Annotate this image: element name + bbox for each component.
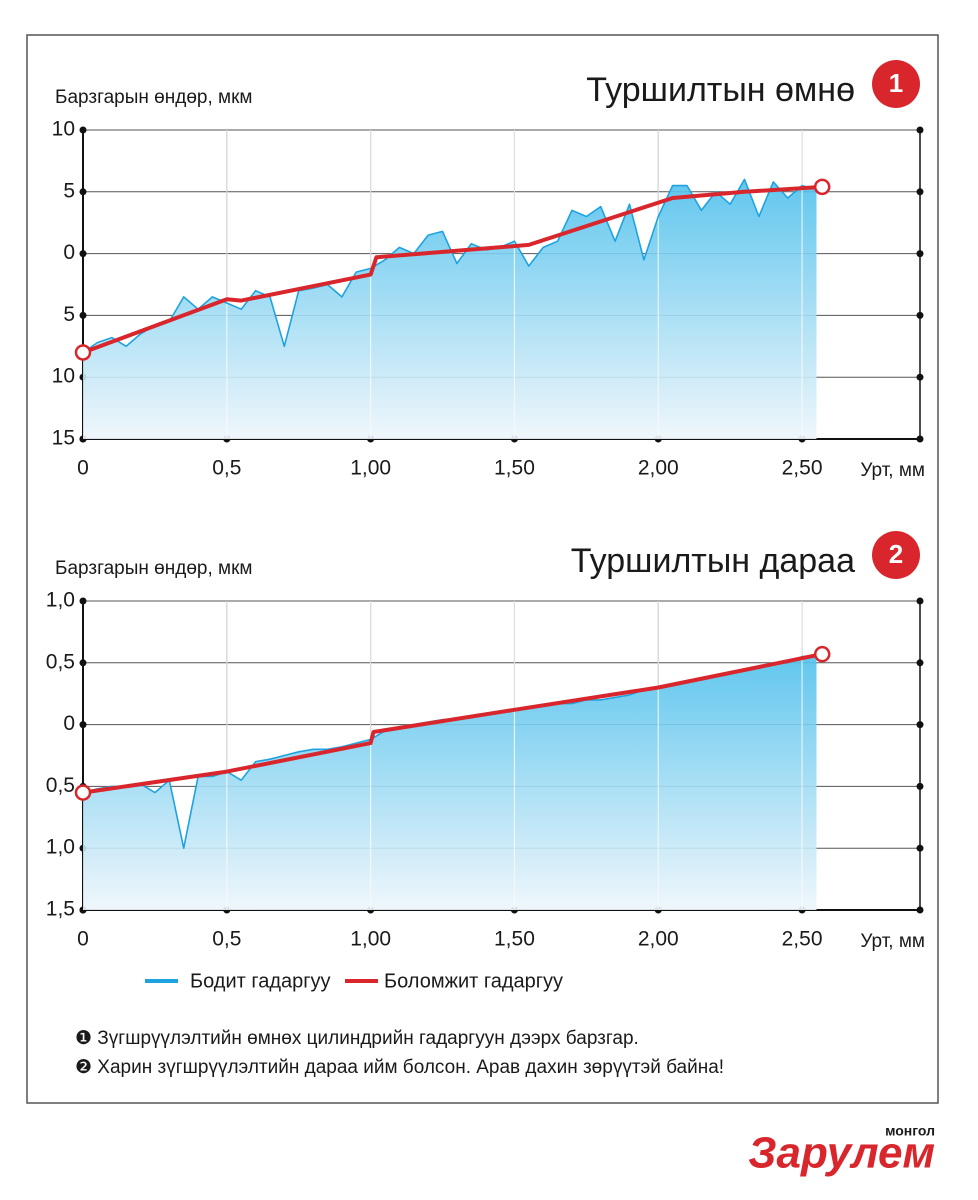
x-tick-label: 0,5 [212,928,241,951]
x-tick-label: 0 [77,928,89,951]
x-tick-label: 2,50 [782,928,823,951]
x-tick-label: 2,00 [638,928,679,951]
legend-label: Бодит гадаргуу [190,970,331,992]
line [82,184,823,355]
y-tick-label: 10 [52,365,75,388]
x-tick-label: 0 [77,457,89,480]
y-tick-label: 1,0 [46,836,75,859]
legend: Бодит гадаргуу Боломжит гадаргуу [145,970,563,992]
endpoint [74,344,92,361]
note: ❶ Зүгшрүүлэлтийн өмнөх цилиндрийн гадарг… [75,1028,639,1049]
y-tick-label: 5 [63,303,75,326]
chart-title: Туршилтын өмнө [586,71,855,109]
y-tick-label: 0,5 [46,774,75,797]
y-tick-label: 15 [52,427,75,450]
badge-number: 1 [889,68,903,98]
logo: Зарулем [748,1129,935,1178]
endpoint [813,178,831,196]
line [82,652,823,795]
y-tick-label: 1,0 [46,589,75,612]
badge [872,60,920,108]
x-tick-label: 1,50 [494,457,535,480]
x-axis-label: Урт, мм [860,460,925,481]
x-tick-label: 1,00 [350,928,391,951]
note: ❷ Харин зүгшрүүлэлтийн дараа ийм болсон.… [75,1057,724,1078]
y-tick-label: 0 [63,712,75,735]
badge [872,531,920,579]
x-axis-label: Урт, мм [860,931,925,952]
area [83,179,817,439]
x-tick-label: 0,5 [212,457,241,480]
legend-label: Боломжит гадаргуу [384,970,563,992]
chart: 1,00,500,51,01,50 0,5 1,00 1,50 2,00 2,50 Урт,… [46,531,925,952]
x-tick-label: 2,50 [782,457,823,480]
x-tick-label: 1,00 [350,457,391,480]
y-tick-label: 0,5 [46,650,75,673]
y-axis-label: Барзгарын өндөр, мкм [55,87,252,108]
y-tick-label: 5 [63,179,75,202]
y-tick-label: 0 [63,241,75,264]
area [83,655,817,910]
endpoint [813,645,831,663]
x-tick-label: 2,00 [638,457,679,480]
chart-title: Туршилтын дараа [571,542,855,580]
x-tick-label: 1,50 [494,928,535,951]
y-tick-label: 10 [52,118,75,141]
y-tick-label: 1,5 [46,898,75,921]
endpoint [74,784,92,801]
y-axis-label: Барзгарын өндөр, мкм [55,558,252,579]
badge-number: 2 [889,539,903,569]
logo-sub: монгол [885,1123,935,1139]
